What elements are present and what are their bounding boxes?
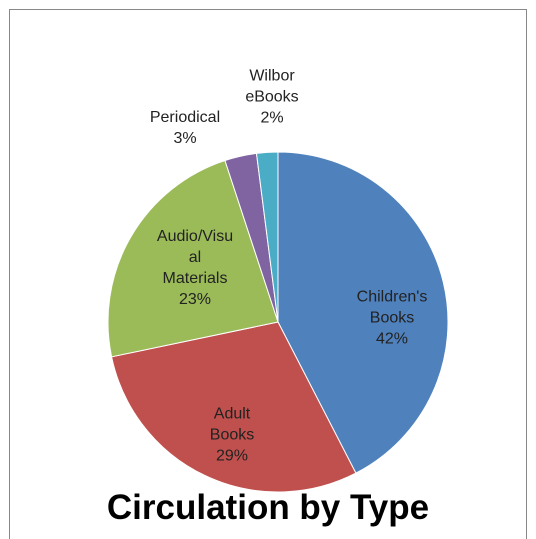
pie-slice bbox=[277, 151, 449, 474]
slice-label: Wilbor eBooks 2% bbox=[237, 66, 307, 129]
value-label: 42% bbox=[375, 330, 409, 348]
pie-slice bbox=[111, 321, 357, 493]
slice-label: Children's Books 42% bbox=[352, 287, 432, 350]
category-label: Periodical bbox=[149, 109, 221, 126]
slice-label: Adult Books 29% bbox=[197, 404, 267, 467]
value-label: 23% bbox=[178, 291, 212, 308]
category-label: Wilbor eBooks bbox=[245, 67, 299, 106]
chart-frame bbox=[9, 9, 527, 539]
pie-slice bbox=[255, 151, 279, 323]
category-label: Children's Books bbox=[356, 288, 428, 327]
chart-title: Circulation by Type bbox=[106, 488, 430, 527]
category-label: Audio/Visual Materials bbox=[156, 228, 234, 287]
value-label: 2% bbox=[260, 109, 284, 127]
pie-slice bbox=[107, 159, 279, 358]
slice-label: Audio/Visual Materials 23% bbox=[155, 226, 235, 310]
value-label: 29% bbox=[215, 447, 249, 465]
value-label: 3% bbox=[173, 130, 197, 147]
slice-label: Periodical 3% bbox=[140, 107, 230, 149]
category-label: Adult Books bbox=[209, 405, 255, 444]
